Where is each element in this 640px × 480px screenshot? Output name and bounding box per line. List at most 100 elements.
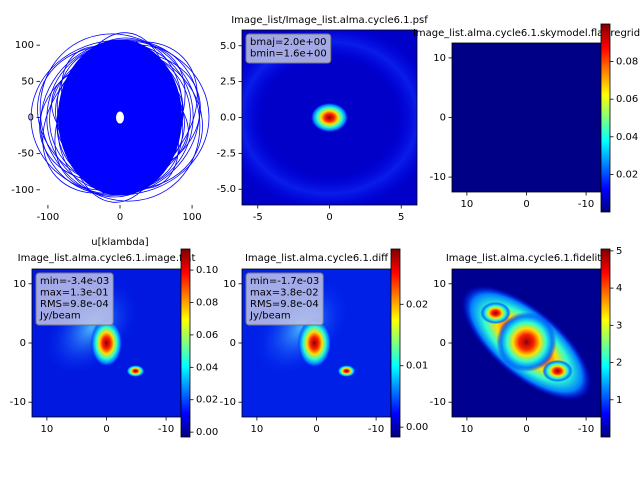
annotation-box: [245, 272, 324, 326]
x-tick-label: 10: [461, 424, 474, 435]
y-tick-label: 2.5: [220, 77, 236, 88]
y-tick-label: 10: [13, 279, 26, 290]
panel-title: Image_list.alma.cycle6.1.diff: [245, 253, 389, 264]
colorbar-tick-label: 3: [616, 320, 622, 331]
colorbar: [600, 248, 611, 438]
annotation: bmaj=2.0e+00: [250, 37, 327, 48]
x-tick-label: 0: [326, 212, 332, 223]
annotation: min=-3.4e-03: [40, 276, 109, 287]
y-tick-label: -10: [430, 172, 446, 183]
y-tick-label: -10: [430, 397, 446, 408]
y-tick-label: 0: [440, 113, 446, 124]
uv-track: [40, 39, 200, 196]
colorbar-tick-label: 0.06: [196, 330, 218, 341]
image: [452, 269, 601, 417]
y-tick-label: 50: [21, 76, 34, 87]
panel-title: Image_list.alma.cycle6.1.image.flat: [18, 253, 196, 264]
colorbar-tick-label: 4: [616, 283, 622, 294]
annotation: bmin=1.6e+00: [250, 49, 327, 60]
y-tick-label: 0: [440, 338, 446, 349]
uv-track: [39, 33, 201, 202]
colorbar-tick-label: 0.02: [406, 299, 428, 310]
annotation: RMS=9.8e-04: [40, 299, 109, 310]
x-tick-label: 10: [461, 199, 474, 210]
colorbar-tick-label: 0.10: [196, 265, 218, 276]
x-tick-label: 0: [523, 424, 529, 435]
panel-title: Image_list.alma.cycle6.1.fidelity: [446, 253, 607, 264]
x-tick-label: -5: [253, 212, 263, 223]
y-tick-label: -2.5: [216, 148, 236, 159]
panel-title: Image_list.alma.cycle6.1.skymodel.flat.r…: [413, 28, 640, 39]
annotation: RMS=9.8e-04: [250, 299, 319, 310]
annotation-box: [35, 272, 114, 326]
colorbar-tick-label: 1: [616, 395, 622, 406]
x-tick-label: 100: [183, 212, 202, 223]
colorbar: [390, 248, 401, 438]
colorbar: [180, 248, 191, 438]
image: [32, 269, 181, 417]
annotation: min=-1.7e-03: [250, 276, 319, 287]
x-tick-label: -10: [578, 424, 594, 435]
colorbar-tick-label: 0.02: [196, 395, 218, 406]
annotation: Jy/beam: [249, 311, 291, 322]
colorbar-tick-label: 0.08: [616, 57, 638, 68]
colorbar-tick-label: 0.01: [406, 361, 428, 372]
panel: -100 0 100 -100 -50 0 50 100 u[klambda]: [11, 32, 210, 248]
x-tick-label: 0: [103, 424, 109, 435]
panel: 10 0 -10 -10 0 10 Image_list.alma.cycle6.1.dif…: [220, 248, 428, 438]
x-tick-label: -10: [368, 424, 384, 435]
y-tick-label: 10: [223, 279, 236, 290]
y-tick-label: 10: [433, 53, 446, 64]
x-tick-label: -10: [578, 199, 594, 210]
annotation: max=1.3e-01: [40, 288, 109, 299]
annotation: max=3.8e-02: [250, 288, 319, 299]
emission: [310, 102, 349, 133]
panel: -5 0 5 -5.0 -2.5 0.0 2.5 5.0 Image_list/Image_li…: [216, 15, 428, 223]
y-tick-label: 0.0: [220, 113, 236, 124]
panel: 10 0 -10 -10 0 10 Image_list.alma.cycle6.1.fid…: [430, 246, 622, 438]
annotation-box: [245, 33, 332, 64]
image: [452, 43, 601, 192]
y-tick-label: -10: [220, 397, 236, 408]
y-tick-label: 100: [15, 40, 34, 51]
panel-title: Image_list/Image_list.alma.cycle6.1.psf: [231, 15, 428, 26]
y-tick-label: 0: [230, 338, 236, 349]
x-tick-label: -10: [158, 424, 174, 435]
colorbar-tick-label: 2: [616, 358, 622, 369]
panel: 10 0 -10 -10 0 10 Image_list.alma.cycle6.1.ima…: [10, 248, 218, 438]
emission: [337, 365, 356, 377]
x-tick-label: 0: [117, 212, 123, 223]
emission: [480, 302, 511, 324]
colorbar-tick-label: 5: [616, 246, 622, 257]
y-tick-label: -50: [18, 149, 34, 160]
colorbar: [600, 23, 611, 213]
x-tick-label: -100: [37, 212, 60, 223]
y-tick-label: -5.0: [216, 184, 236, 195]
y-tick-label: 0: [20, 338, 26, 349]
x-tick-label: 0: [523, 199, 529, 210]
colorbar-tick-label: 0.06: [616, 94, 638, 105]
colorbar-tick-label: 0.08: [196, 297, 218, 308]
panel: 10 0 -10 -10 0 10 Image_list.alma.cycle6.1.sky…: [413, 23, 640, 213]
y-tick-label: 10: [433, 279, 446, 290]
emission: [496, 312, 557, 372]
x-tick-label: 10: [251, 424, 264, 435]
annotation: Jy/beam: [39, 311, 81, 322]
uv-hole: [116, 111, 124, 124]
y-tick-label: -10: [10, 397, 26, 408]
x-tick-label: 5: [398, 212, 404, 223]
y-tick-label: 5.0: [220, 41, 236, 52]
emission: [542, 360, 573, 382]
x-axis-label: u[klambda]: [91, 237, 149, 248]
y-tick-label: -100: [11, 185, 34, 196]
x-tick-label: 10: [41, 424, 54, 435]
colorbar-tick-label: 0.00: [406, 422, 428, 433]
colorbar-tick-label: 0.00: [196, 427, 218, 438]
colorbar-tick-label: 0.04: [196, 362, 218, 373]
emission: [297, 318, 332, 368]
colorbar-tick-label: 0.04: [616, 132, 638, 143]
colorbar-tick-label: 0.02: [616, 169, 638, 180]
image-bg: [452, 43, 601, 192]
emission: [90, 319, 123, 367]
y-tick-label: 0: [28, 113, 34, 124]
